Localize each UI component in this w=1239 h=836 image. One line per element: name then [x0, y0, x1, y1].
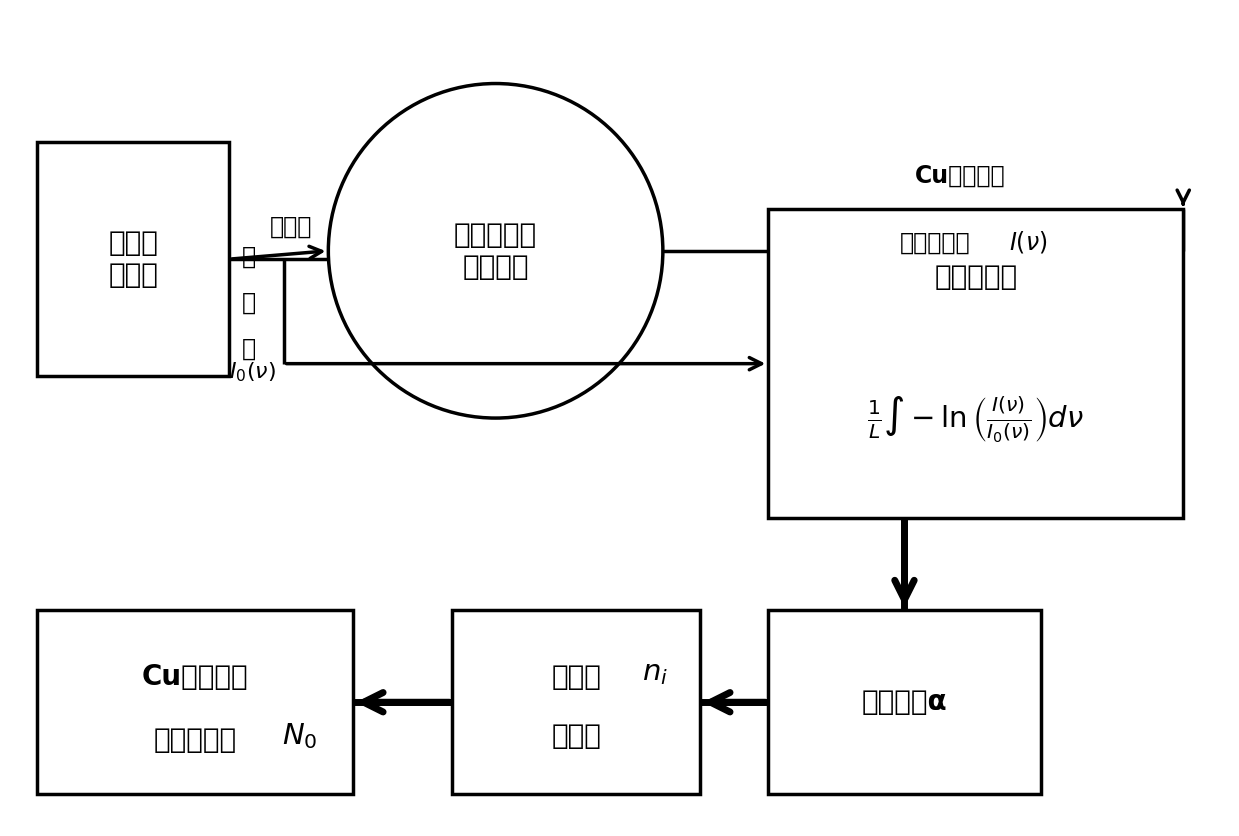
Text: Cu原子和离: Cu原子和离: [141, 663, 249, 691]
Text: $I(\nu)$: $I(\nu)$: [1009, 229, 1048, 256]
Text: 后的信号光: 后的信号光: [900, 231, 971, 254]
Text: $N_0$: $N_0$: [281, 721, 317, 751]
FancyBboxPatch shape: [768, 610, 1041, 794]
Text: 参: 参: [242, 245, 256, 269]
Ellipse shape: [328, 84, 663, 418]
Text: $n_i$: $n_i$: [642, 659, 669, 687]
Text: 激光束: 激光束: [270, 214, 312, 238]
Text: 数密度: 数密度: [551, 721, 601, 750]
FancyBboxPatch shape: [452, 610, 700, 794]
Text: 电弧加热器
高温流场: 电弧加热器 高温流场: [453, 221, 538, 281]
Text: $\frac{1}{L}\int -\ln\left(\frac{I(\nu)}{I_0(\nu)}\right)d\nu$: $\frac{1}{L}\int -\ln\left(\frac{I(\nu)}…: [867, 394, 1084, 445]
Text: Cu原子吸收: Cu原子吸收: [914, 164, 1006, 188]
Text: $I_0(\nu)$: $I_0(\nu)$: [229, 360, 276, 384]
Text: 低能级: 低能级: [551, 663, 601, 691]
Text: 光: 光: [242, 337, 256, 361]
Text: 数据处理：: 数据处理：: [934, 263, 1017, 291]
Text: 考: 考: [242, 291, 256, 315]
Text: 吸收系数α: 吸收系数α: [861, 688, 948, 716]
Text: 子总数密度: 子总数密度: [154, 726, 237, 754]
FancyBboxPatch shape: [37, 142, 229, 376]
FancyBboxPatch shape: [37, 610, 353, 794]
FancyBboxPatch shape: [768, 209, 1183, 518]
Text: 可调谐
激光器: 可调谐 激光器: [108, 229, 159, 289]
